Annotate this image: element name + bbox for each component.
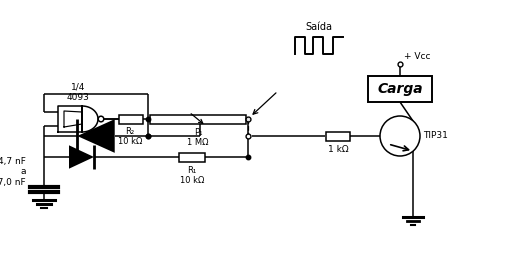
Text: P₁
1 MΩ: P₁ 1 MΩ	[187, 128, 209, 148]
Polygon shape	[69, 145, 94, 169]
Bar	[326, 132, 350, 141]
Text: 1 kΩ: 1 kΩ	[328, 145, 348, 154]
Text: TIP31: TIP31	[423, 132, 448, 141]
Text: 1/4
4093: 1/4 4093	[67, 82, 89, 102]
Bar	[368, 76, 432, 102]
Text: Saída: Saída	[306, 22, 332, 32]
Text: Carga: Carga	[377, 82, 423, 96]
Polygon shape	[77, 119, 115, 153]
Text: + Vcc: + Vcc	[404, 52, 431, 61]
Circle shape	[98, 116, 104, 122]
Bar	[119, 115, 143, 124]
Text: R₂
10 kΩ: R₂ 10 kΩ	[118, 127, 142, 146]
Circle shape	[380, 116, 420, 156]
Bar	[179, 152, 205, 161]
Text: R₁
10 kΩ: R₁ 10 kΩ	[180, 166, 204, 185]
Bar	[150, 115, 246, 124]
Text: 4,7 nF
a
47,0 nF: 4,7 nF a 47,0 nF	[0, 157, 26, 187]
